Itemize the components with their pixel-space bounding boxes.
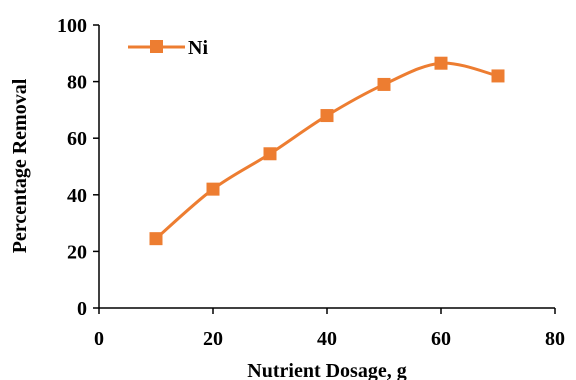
data-point — [434, 56, 448, 70]
data-point — [149, 232, 163, 246]
data-point — [206, 182, 220, 196]
plot-area — [149, 56, 505, 246]
legend-marker — [150, 40, 163, 53]
data-point — [377, 77, 391, 91]
y-tick-label: 40 — [67, 185, 87, 207]
x-tick-label: 40 — [317, 328, 337, 350]
y-tick-label: 100 — [57, 15, 87, 37]
x-tick-label: 20 — [203, 328, 223, 350]
y-tick-label: 80 — [67, 72, 87, 94]
x-tick-label: 80 — [545, 328, 565, 350]
x-axis: 0 20 40 60 80 — [94, 307, 565, 350]
data-point — [491, 69, 505, 83]
data-point — [320, 109, 334, 123]
x-tick-label: 60 — [431, 328, 451, 350]
series-line-ni — [155, 61, 499, 240]
y-tick-label: 60 — [67, 128, 87, 150]
x-tick-label: 0 — [94, 328, 104, 350]
data-point — [263, 147, 277, 161]
y-tick-label: 0 — [77, 298, 87, 320]
y-tick-label: 20 — [67, 241, 87, 263]
legend-label: Ni — [188, 37, 208, 59]
x-axis-title: Nutrient Dosage, g — [247, 360, 406, 380]
y-axis-title: Percentage Removal — [9, 78, 31, 253]
legend: Ni — [128, 37, 208, 59]
y-axis: 0 20 40 60 80 100 — [57, 15, 100, 320]
